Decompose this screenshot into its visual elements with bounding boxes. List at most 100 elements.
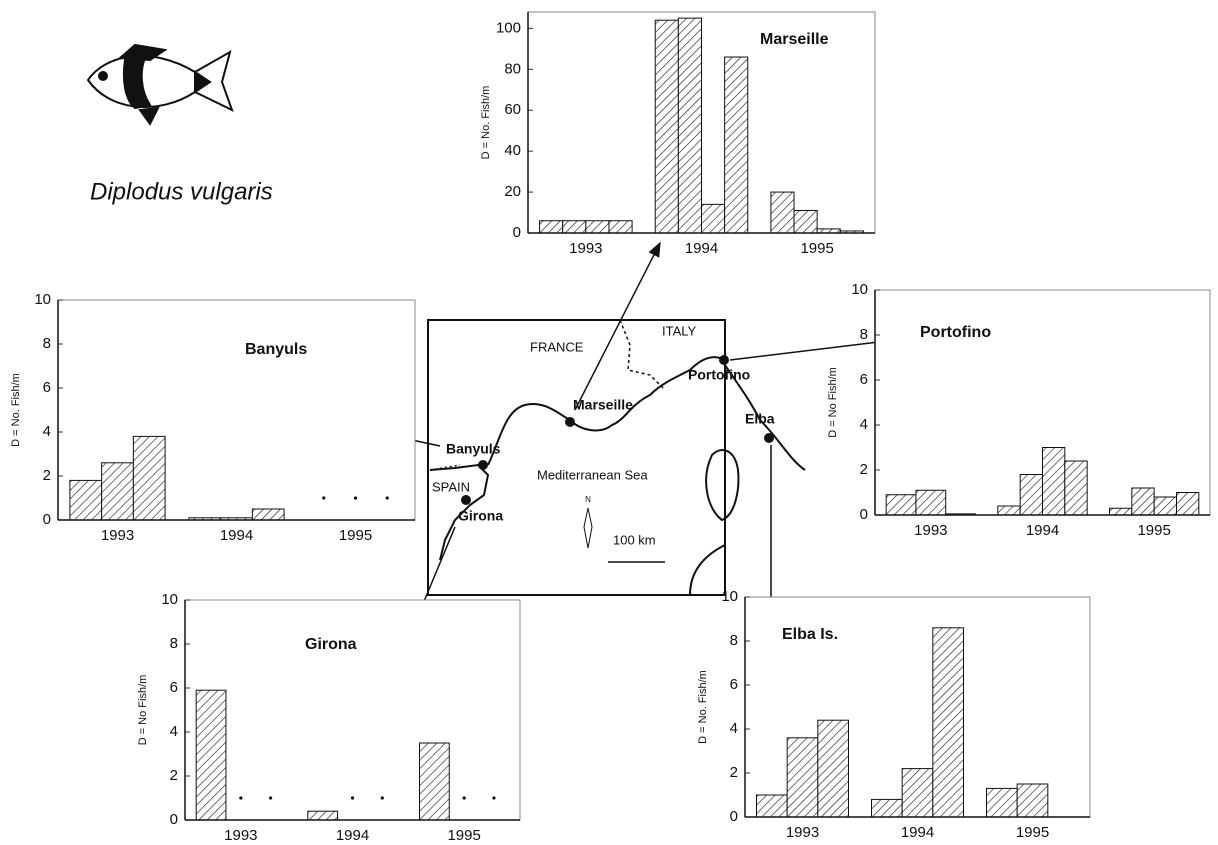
y-tick-label: 0 (170, 811, 178, 828)
no-sample-dot (322, 496, 325, 499)
y-tick-label: 10 (721, 588, 738, 605)
y-axis-label: D = No Fish/m (827, 367, 839, 438)
no-sample-dot (381, 796, 384, 799)
bar (1043, 448, 1065, 516)
no-sample-dot (492, 796, 495, 799)
bar (702, 204, 725, 233)
x-tick-label: 1993 (786, 824, 819, 841)
map-label: Mediterranean Sea (537, 467, 648, 482)
bar (725, 57, 748, 233)
bar (70, 480, 102, 520)
y-tick-label: 10 (161, 591, 178, 608)
bar (987, 788, 1018, 817)
site-label: Girona (458, 508, 503, 524)
x-tick-label: 1994 (1026, 522, 1059, 539)
species-name: Diplodus vulgaris (90, 178, 273, 205)
site-label: Marseille (573, 397, 633, 413)
y-axis-label: D = No. Fish/m (697, 670, 709, 744)
y-tick-label: 0 (730, 808, 738, 825)
y-tick-label: 80 (504, 60, 521, 77)
bar (794, 210, 817, 233)
y-axis-label: D = No Fish/m (137, 675, 149, 746)
y-tick-label: 40 (504, 142, 521, 159)
bar (818, 720, 849, 817)
no-sample-dot (354, 496, 357, 499)
bar (757, 795, 788, 817)
map-label: ITALY (662, 323, 697, 338)
y-tick-label: 0 (513, 224, 521, 241)
x-tick-label: 1995 (447, 827, 480, 844)
y-tick-label: 2 (170, 767, 178, 784)
y-tick-label: 10 (34, 291, 51, 308)
x-tick-label: 1993 (224, 827, 257, 844)
bar (102, 463, 134, 520)
map-label: 100 km (613, 532, 656, 547)
y-tick-label: 8 (43, 335, 51, 352)
y-tick-label: 8 (860, 326, 868, 343)
bar (1110, 508, 1132, 515)
bar (609, 221, 632, 233)
bar (916, 490, 946, 515)
bar (420, 743, 450, 820)
no-sample-dot (386, 496, 389, 499)
y-tick-label: 10 (851, 281, 868, 298)
bar (872, 799, 903, 817)
map-label: SPAIN (432, 479, 470, 494)
x-tick-label: 1994 (685, 240, 718, 257)
x-tick-label: 1995 (339, 527, 372, 544)
bar (771, 192, 794, 233)
y-tick-label: 6 (43, 379, 51, 396)
x-tick-label: 1994 (901, 824, 934, 841)
y-tick-label: 6 (860, 371, 868, 388)
y-tick-label: 0 (43, 511, 51, 528)
y-tick-label: 4 (43, 423, 51, 440)
y-tick-label: 60 (504, 101, 521, 118)
no-sample-dot (463, 796, 466, 799)
x-tick-label: 1995 (1016, 824, 1049, 841)
fish-icon (88, 45, 232, 124)
bar (902, 769, 933, 817)
no-sample-dot (269, 796, 272, 799)
map-label: N (585, 495, 591, 504)
chart-title: Portofino (920, 324, 991, 341)
bar (308, 811, 338, 820)
bar (1065, 461, 1087, 515)
y-tick-label: 6 (730, 676, 738, 693)
x-tick-label: 1993 (569, 240, 602, 257)
map-label: FRANCE (530, 339, 584, 354)
x-tick-label: 1995 (1137, 522, 1170, 539)
x-tick-label: 1994 (220, 527, 253, 544)
bar (998, 506, 1020, 515)
plot-area (185, 600, 520, 820)
chart-title: Girona (305, 636, 357, 653)
bar (678, 18, 701, 233)
y-tick-label: 4 (170, 723, 178, 740)
y-tick-label: 8 (170, 635, 178, 652)
y-axis-label: D = No. Fish/m (10, 373, 22, 447)
bar (1177, 493, 1199, 516)
site-label: Portofino (688, 367, 750, 383)
y-tick-label: 0 (860, 506, 868, 523)
x-tick-label: 1994 (336, 827, 369, 844)
chart-title: Banyuls (245, 341, 307, 358)
y-tick-label: 2 (730, 764, 738, 781)
bar (252, 509, 284, 520)
bar (586, 221, 609, 233)
y-tick-label: 100 (496, 19, 521, 36)
site-label: Elba (745, 411, 775, 427)
bar (886, 495, 916, 515)
bar (196, 690, 226, 820)
site-label: Banyuls (446, 441, 501, 457)
bar (563, 221, 586, 233)
bar (1020, 475, 1042, 516)
no-sample-dot (239, 796, 242, 799)
bar (540, 221, 563, 233)
y-tick-label: 6 (170, 679, 178, 696)
y-tick-label: 4 (860, 416, 868, 433)
bar (1132, 488, 1154, 515)
y-tick-label: 2 (43, 467, 51, 484)
bar (655, 20, 678, 233)
x-tick-label: 1993 (914, 522, 947, 539)
chart-title: Marseille (760, 31, 829, 48)
bar (1017, 784, 1048, 817)
